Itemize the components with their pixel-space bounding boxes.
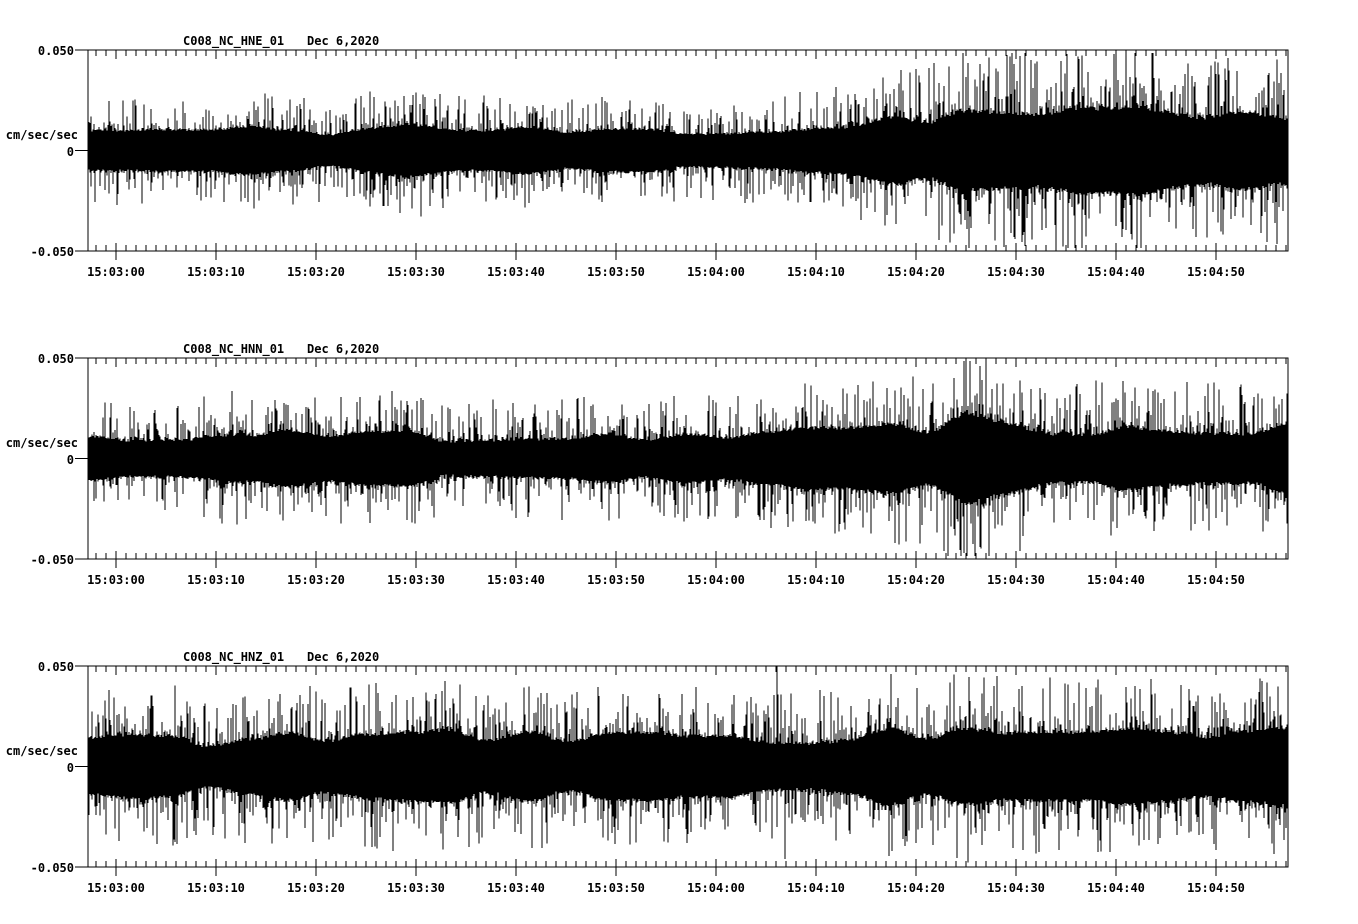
x-tick-label: 15:04:00 (687, 573, 745, 587)
y-tick-label-bottom: -0.050 (31, 245, 74, 259)
x-tick-label: 15:04:20 (887, 881, 945, 895)
x-tick-label: 15:03:20 (287, 573, 345, 587)
y-tick-label-top: 0.050 (38, 44, 74, 58)
seismic-trace-hnn (88, 361, 1288, 556)
axis-lines-and-ticks (75, 49, 1289, 260)
plot-axes (75, 665, 1289, 876)
x-tick-label: 15:04:30 (987, 265, 1045, 279)
x-tick-label: 15:03:00 (87, 573, 145, 587)
x-tick-label: 15:03:00 (87, 265, 145, 279)
x-tick-label: 15:04:50 (1187, 265, 1245, 279)
x-tick-label: 15:04:20 (887, 265, 945, 279)
y-tick-label-bottom: -0.050 (31, 861, 74, 875)
x-tick-label: 15:04:30 (987, 573, 1045, 587)
x-tick-label: 15:04:10 (787, 881, 845, 895)
x-tick-label: 15:03:30 (387, 881, 445, 895)
trace-title-hne: C008_NC_HNE_01 (183, 34, 284, 49)
x-tick-label: 15:04:40 (1087, 573, 1145, 587)
y-axis-unit-label: cm/sec/sec (6, 128, 78, 142)
x-tick-label: 15:03:00 (87, 881, 145, 895)
x-tick-label: 15:03:30 (387, 265, 445, 279)
y-tick-label-top: 0.050 (38, 352, 74, 366)
x-tick-label: 15:03:40 (487, 881, 545, 895)
x-tick-label: 15:03:50 (587, 881, 645, 895)
x-tick-label: 15:04:20 (887, 573, 945, 587)
x-axis-labels: 15:03:00 15:03:10 15:03:20 15:03:30 15:03:40… (87, 881, 1245, 895)
x-tick-label: 15:03:40 (487, 573, 545, 587)
waveform-panel-hnn: C008_NC_HNN_01 Dec 6,2020 0.050 cm/sec/s… (6, 342, 1289, 587)
x-tick-label: 15:04:10 (787, 265, 845, 279)
trace-title-hnn: C008_NC_HNN_01 (183, 342, 284, 357)
x-tick-label: 15:03:10 (187, 881, 245, 895)
x-axis-labels: 15:03:00 15:03:10 15:03:20 15:03:30 15:03:40… (87, 573, 1245, 587)
x-tick-label: 15:03:50 (587, 573, 645, 587)
x-tick-label: 15:03:30 (387, 573, 445, 587)
x-tick-label: 15:04:40 (1087, 265, 1145, 279)
x-tick-label: 15:03:50 (587, 265, 645, 279)
plot-axes (75, 357, 1289, 568)
waveform-panel-hnz: C008_NC_HNZ_01 Dec 6,2020 0.050 cm/sec/s… (6, 650, 1289, 895)
y-tick-label-zero: 0 (67, 145, 74, 159)
axis-lines-and-ticks (75, 665, 1289, 876)
x-tick-label: 15:04:30 (987, 881, 1045, 895)
x-tick-label: 15:03:20 (287, 881, 345, 895)
x-axis-labels: 15:03:00 15:03:10 15:03:20 15:03:30 15:03:40… (87, 265, 1245, 279)
waveform-panel-hne: C008_NC_HNE_01 Dec 6,2020 0.050 cm/sec/s… (6, 34, 1289, 279)
x-tick-label: 15:04:50 (1187, 573, 1245, 587)
axis-lines-and-ticks (75, 357, 1289, 568)
x-tick-label: 15:03:40 (487, 265, 545, 279)
trace-date-hnz: Dec 6,2020 (307, 650, 379, 664)
y-tick-label-bottom: -0.050 (31, 553, 74, 567)
x-tick-label: 15:04:40 (1087, 881, 1145, 895)
x-tick-label: 15:04:50 (1187, 881, 1245, 895)
x-tick-label: 15:03:10 (187, 573, 245, 587)
plot-axes (75, 49, 1289, 260)
seismic-trace-hnz (88, 666, 1288, 863)
y-axis-unit-label: cm/sec/sec (6, 744, 78, 758)
y-axis-unit-label: cm/sec/sec (6, 436, 78, 450)
x-tick-label: 15:04:10 (787, 573, 845, 587)
trace-date-hne: Dec 6,2020 (307, 34, 379, 48)
y-tick-label-zero: 0 (67, 453, 74, 467)
x-tick-label: 15:04:00 (687, 265, 745, 279)
y-tick-label-top: 0.050 (38, 660, 74, 674)
trace-title-hnz: C008_NC_HNZ_01 (183, 650, 284, 665)
x-tick-label: 15:03:10 (187, 265, 245, 279)
trace-date-hnn: Dec 6,2020 (307, 342, 379, 356)
x-tick-label: 15:04:00 (687, 881, 745, 895)
y-tick-label-zero: 0 (67, 761, 74, 775)
x-tick-label: 15:03:20 (287, 265, 345, 279)
seismic-trace-hne (88, 53, 1288, 248)
